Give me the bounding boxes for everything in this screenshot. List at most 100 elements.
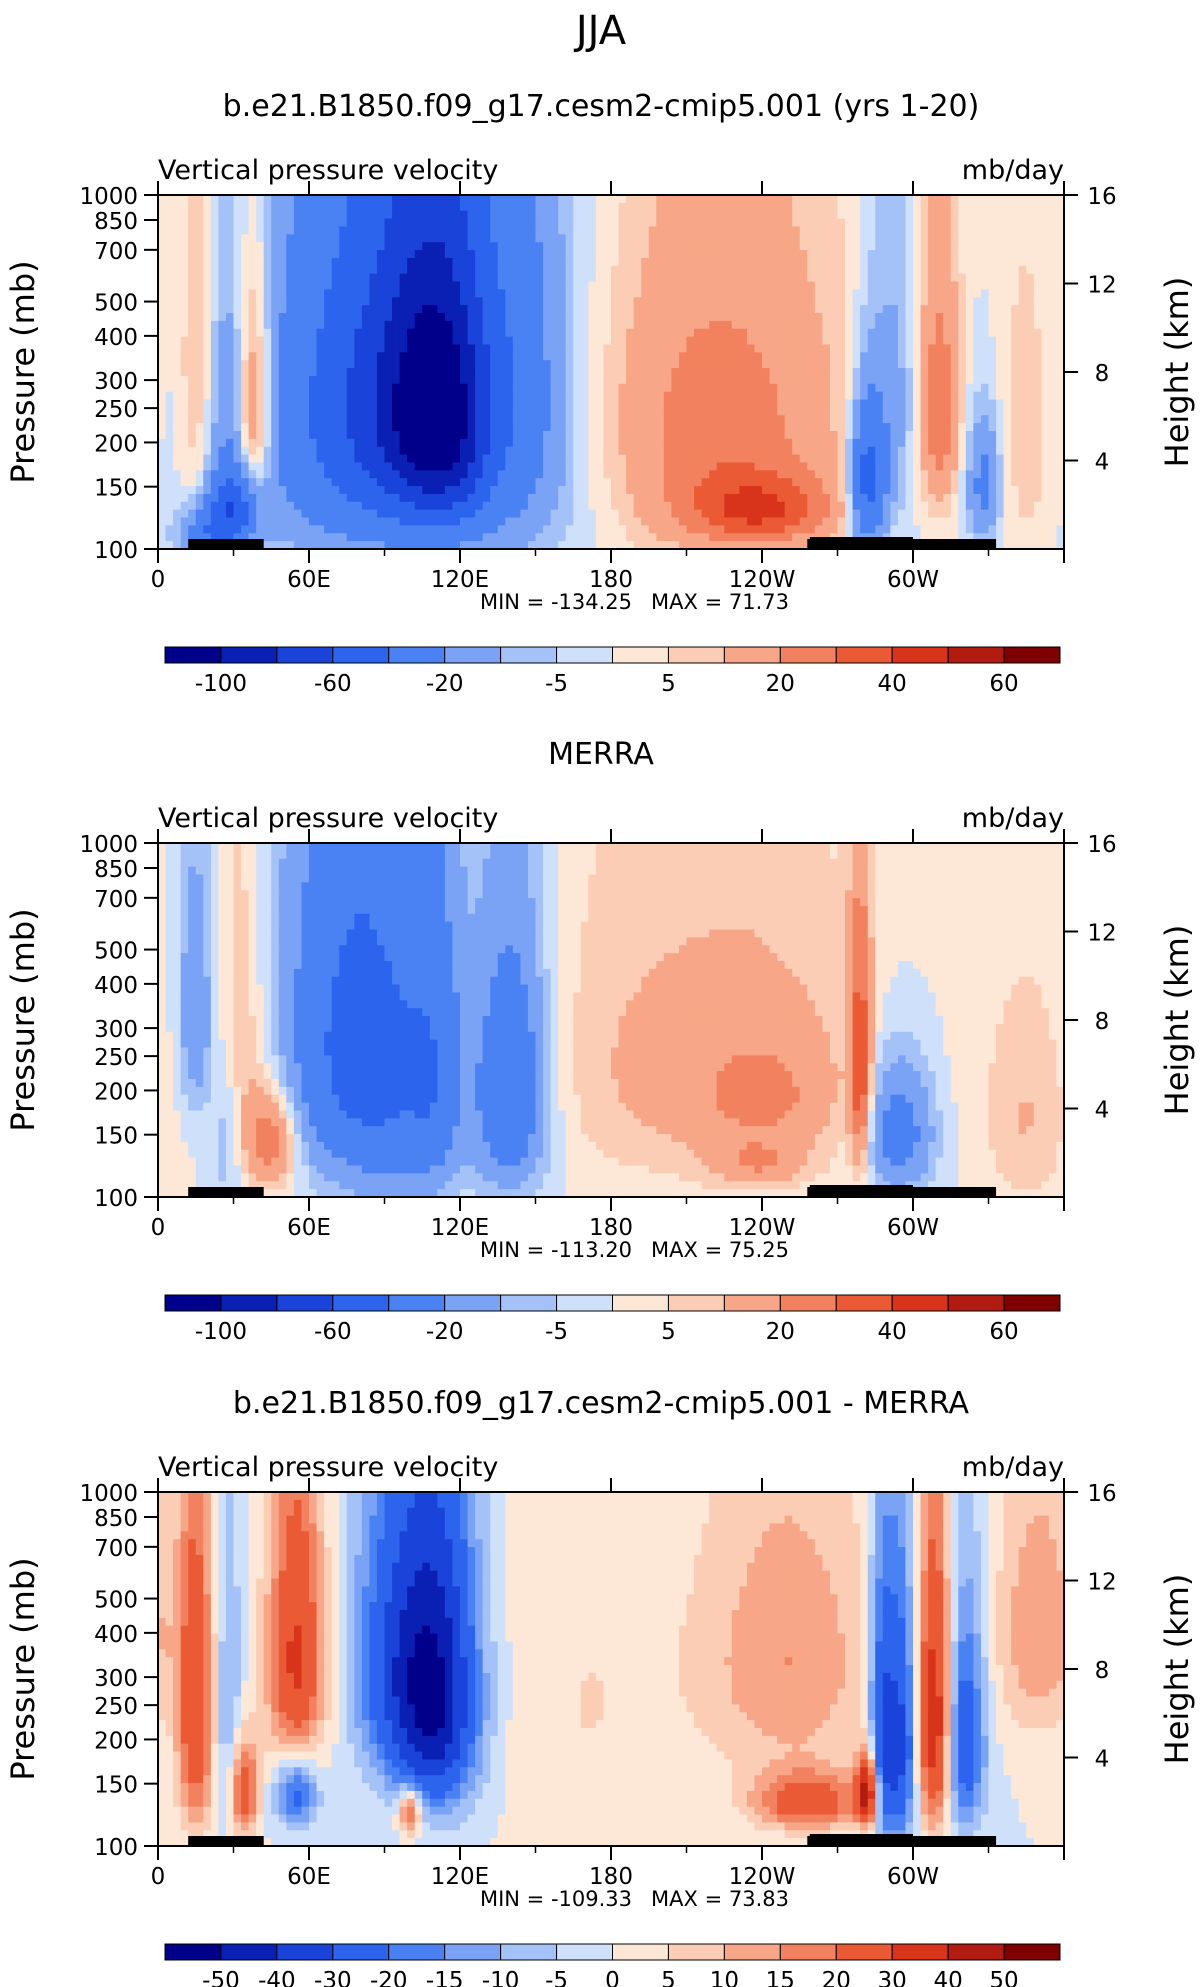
heatmap-cell xyxy=(852,352,861,361)
heatmap-cell xyxy=(573,250,582,259)
heatmap-cell xyxy=(286,501,295,511)
heatmap-cell xyxy=(437,462,446,471)
heatmap-cell xyxy=(980,360,990,369)
heatmap-cell xyxy=(731,399,740,408)
heatmap-cell xyxy=(996,257,1005,267)
heatmap-cell xyxy=(437,501,446,511)
heatmap-cell xyxy=(437,226,446,235)
heatmap-cell xyxy=(678,250,688,259)
heatmap-cell xyxy=(671,486,680,495)
heatmap-cell xyxy=(218,297,227,306)
heatmap-cell xyxy=(444,360,454,369)
heatmap-cell xyxy=(882,478,891,487)
heatmap-cell xyxy=(444,509,454,519)
heatmap-cell xyxy=(233,407,242,416)
heatmap-cell xyxy=(195,195,204,204)
heatmap-cell xyxy=(996,509,1005,519)
heatmap-cell xyxy=(490,368,499,377)
heatmap-cell xyxy=(376,202,386,212)
heatmap-cell xyxy=(354,415,363,424)
heatmap-cell xyxy=(444,431,454,440)
heatmap-cell xyxy=(210,368,219,377)
heatmap-cell xyxy=(467,478,476,487)
heatmap-cell xyxy=(882,423,891,432)
heatmap-cell xyxy=(512,360,521,369)
heatmap-cell xyxy=(452,517,461,526)
heatmap-cell xyxy=(996,242,1005,251)
heatmap-cell xyxy=(1041,273,1050,283)
heatmap-cell xyxy=(739,415,748,424)
heatmap-cell xyxy=(686,265,695,275)
heatmap-cell xyxy=(369,210,378,220)
heatmap-cell xyxy=(1026,360,1035,369)
heatmap-cell xyxy=(263,242,272,251)
heatmap-cell xyxy=(656,218,665,228)
heatmap-cell xyxy=(429,344,438,353)
heatmap-cell xyxy=(558,336,567,346)
heatmap-cell xyxy=(158,478,167,487)
heatmap-cell xyxy=(1056,195,1065,204)
heatmap-cell xyxy=(792,257,801,267)
heatmap-cell xyxy=(807,202,816,212)
heatmap-cell xyxy=(369,273,378,283)
heatmap-cell xyxy=(580,470,589,479)
heatmap-cell xyxy=(686,493,695,503)
heatmap-cell xyxy=(928,336,937,346)
heatmap-cell xyxy=(814,234,823,243)
heatmap-cell xyxy=(324,360,333,369)
heatmap-cell xyxy=(444,297,454,306)
heatmap-cell xyxy=(928,297,937,306)
heatmap-cell xyxy=(558,234,567,243)
heatmap-cell xyxy=(641,305,650,314)
heatmap-cell xyxy=(988,305,997,314)
heatmap-cell xyxy=(550,383,559,393)
heatmap-cell xyxy=(920,423,929,432)
heatmap-cell xyxy=(543,297,552,306)
heatmap-cell xyxy=(512,313,521,322)
heatmap-cell xyxy=(565,368,574,377)
heatmap-cell xyxy=(225,257,235,267)
heatmap-cell xyxy=(241,273,250,283)
heatmap-cell xyxy=(897,281,907,290)
heatmap-cell xyxy=(641,218,650,228)
heatmap-cell xyxy=(346,273,355,283)
heatmap-cell xyxy=(762,218,771,228)
heatmap-cell xyxy=(361,320,370,330)
heatmap-cell xyxy=(444,320,454,330)
heatmap-cell xyxy=(762,257,771,267)
heatmap-cell xyxy=(346,478,355,487)
heatmap-cell xyxy=(407,486,416,495)
heatmap-cell xyxy=(1011,383,1020,393)
heatmap-cell xyxy=(437,454,446,464)
heatmap-cell xyxy=(762,360,771,369)
heatmap-cell xyxy=(875,375,884,385)
heatmap-cell xyxy=(633,438,642,448)
heatmap-cell xyxy=(497,509,506,519)
heatmap-cell xyxy=(829,383,839,393)
heatmap-cell xyxy=(686,423,695,432)
heatmap-cell xyxy=(497,195,506,204)
heatmap-cell xyxy=(973,289,982,298)
heatmap-cell xyxy=(520,195,529,204)
heatmap-cell xyxy=(973,493,982,503)
heatmap-cell xyxy=(784,438,793,448)
heatmap-cell xyxy=(754,226,763,235)
heatmap-cell xyxy=(573,360,582,369)
heatmap-cell xyxy=(527,360,537,369)
heatmap-cell xyxy=(482,454,491,464)
heatmap-cell xyxy=(626,368,635,377)
heatmap-cell xyxy=(460,320,469,330)
heatmap-cell xyxy=(278,454,287,464)
heatmap-cell xyxy=(241,360,250,369)
heatmap-cell xyxy=(716,407,725,416)
heatmap-cell xyxy=(988,273,997,283)
heatmap-cell xyxy=(203,517,212,526)
heatmap-cell xyxy=(709,431,718,440)
heatmap-cell xyxy=(241,423,250,432)
heatmap-cell xyxy=(309,431,318,440)
heatmap-cell xyxy=(845,250,854,259)
heatmap-cell xyxy=(814,289,823,298)
heatmap-cell xyxy=(361,407,370,416)
heatmap-cell xyxy=(490,336,499,346)
heatmap-cell xyxy=(663,486,672,495)
